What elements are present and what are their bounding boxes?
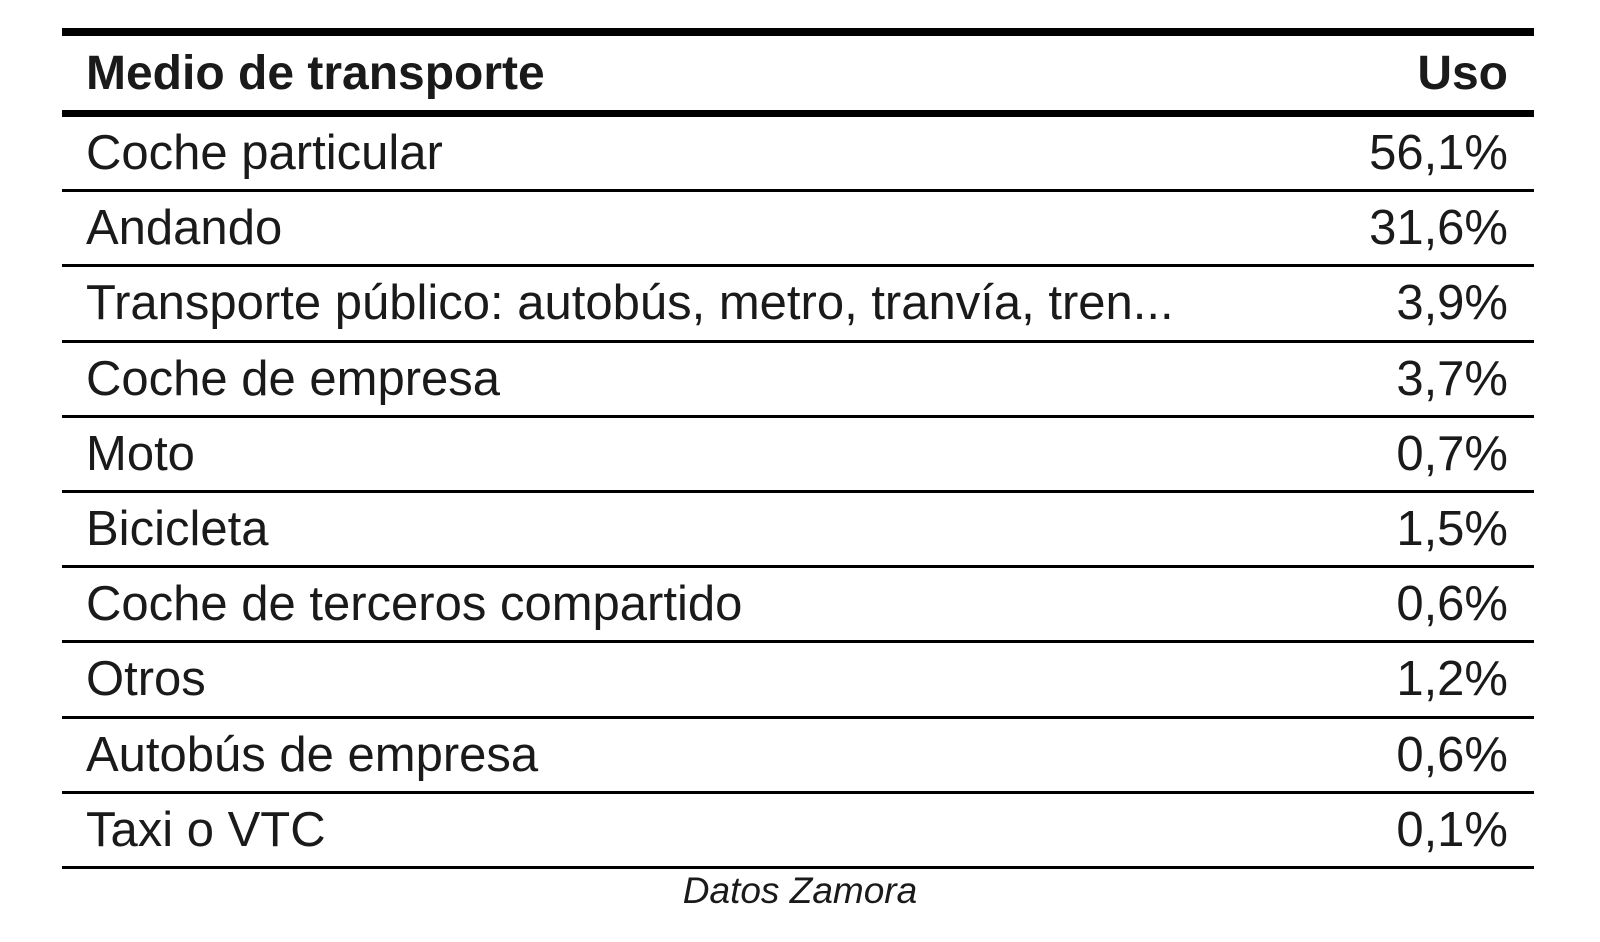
row-label: Coche de empresa <box>86 351 501 406</box>
table-row: Andando 31,6% <box>62 192 1534 268</box>
table-row: Bicicleta 1,5% <box>62 493 1534 569</box>
row-value: 31,6% <box>1369 201 1508 256</box>
table-row: Coche particular 56,1% <box>62 117 1534 193</box>
row-value: 0,6% <box>1396 577 1508 632</box>
header-label-medio: Medio de transporte <box>86 46 545 100</box>
table-row: Moto 0,7% <box>62 418 1534 493</box>
table-row: Coche de terceros compartido 0,6% <box>62 568 1534 644</box>
row-label: Taxi o VTC <box>86 802 326 857</box>
row-value: 56,1% <box>1369 126 1508 181</box>
row-value: 0,6% <box>1396 727 1508 782</box>
table-row: Coche de empresa 3,7% <box>62 343 1534 418</box>
row-label: Coche de terceros compartido <box>86 577 743 632</box>
row-value: 1,5% <box>1396 502 1508 557</box>
row-value: 3,9% <box>1396 276 1508 331</box>
row-label: Transporte público: autobús, metro, tran… <box>86 276 1174 331</box>
row-label: Otros <box>86 652 206 707</box>
row-label: Moto <box>86 426 195 481</box>
row-value: 3,7% <box>1396 351 1508 406</box>
row-label: Autobús de empresa <box>86 727 539 782</box>
source-note: Datos Zamora <box>682 870 918 911</box>
table-header: Medio de transporte Uso <box>62 36 1534 110</box>
row-value: 1,2% <box>1396 652 1508 707</box>
row-value: 0,1% <box>1396 802 1508 857</box>
row-label: Bicicleta <box>86 502 269 557</box>
table-row: Otros 1,2% <box>62 643 1534 719</box>
row-label: Coche particular <box>86 126 443 181</box>
row-label: Andando <box>86 201 283 256</box>
header-label-uso: Uso <box>1417 46 1508 100</box>
table-row: Taxi o VTC 0,1% <box>62 794 1534 869</box>
top-rule <box>62 28 1534 36</box>
table-row: Transporte público: autobús, metro, tran… <box>62 267 1534 343</box>
table-body: Coche particular 56,1% Andando 31,6% Transpo… <box>62 117 1534 869</box>
row-value: 0,7% <box>1396 426 1508 481</box>
transport-table: Medio de transporte Uso Coche particular… <box>62 28 1534 869</box>
table-row: Autobús de empresa 0,6% <box>62 719 1534 794</box>
header-rule <box>62 110 1534 117</box>
